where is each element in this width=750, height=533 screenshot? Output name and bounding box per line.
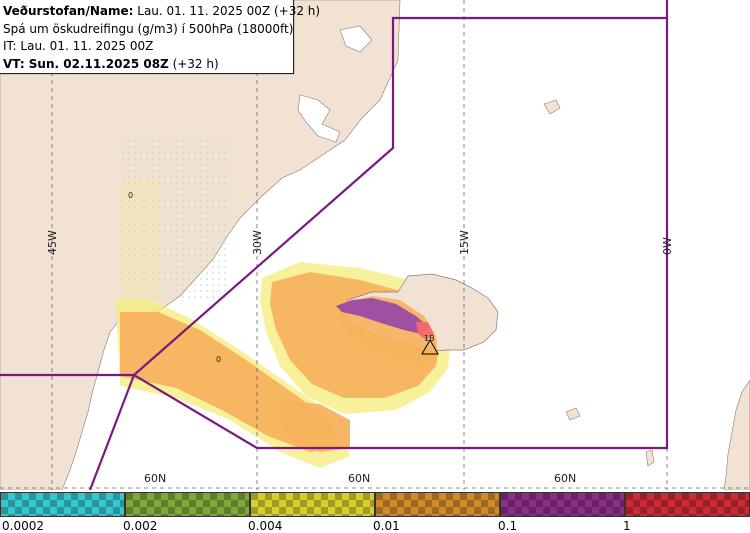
legend-swatch-4 — [375, 492, 500, 517]
legend-swatch-1 — [0, 492, 125, 517]
ash-dots-area — [120, 140, 230, 300]
greenland-fjord — [297, 94, 341, 143]
volcano-triangle-icon[interactable] — [421, 338, 439, 355]
legend-tick-label: 0.01 — [373, 519, 400, 533]
lon-label-15w: 15W — [458, 230, 471, 255]
lat-label-60n-3: 60N — [554, 472, 576, 485]
legend-swatch-2 — [125, 492, 250, 517]
legend-tick-label: 1 — [623, 519, 631, 533]
legend-swatch-6 — [625, 492, 750, 517]
valid-time-label: VT: Sun. 02.11.2025 08Z — [3, 56, 169, 71]
info-line-product: Spá um öskudreifingu (g/m3) í 500hPa (18… — [3, 21, 294, 36]
plume-label-source: 1B — [424, 334, 435, 343]
lon-label-45w: 45W — [46, 230, 59, 255]
legend-tick-label: 0.004 — [248, 519, 283, 533]
scandinavia-coast — [723, 379, 750, 490]
faroe-islands — [565, 407, 581, 421]
small-island — [543, 99, 561, 115]
legend-tick-label: 0.0002 — [2, 519, 44, 533]
lon-label-0w: 0W — [661, 237, 674, 255]
plume-purple — [336, 298, 428, 334]
lat-label-60n-1: 60N — [144, 472, 166, 485]
info-line-producer: Veðurstofan/Name: Lau. 01. 11. 2025 00Z … — [3, 3, 320, 21]
plume-red-source — [416, 322, 434, 340]
legend-tick-label: 0.1 — [498, 519, 518, 533]
info-line-issue-time: IT: Lau. 01. 11. 2025 00Z — [3, 39, 154, 53]
valid-time-offset: (+32 h) — [168, 56, 219, 71]
plume-label-0-north: 0 — [128, 191, 133, 200]
forecast-info-panel: Veðurstofan/Name: Lau. 01. 11. 2025 00Z … — [0, 0, 320, 74]
plume-label-0-south: 0 — [216, 355, 221, 364]
producer-label: Veðurstofan/Name: — [3, 4, 134, 18]
greenland-fjord-2 — [339, 25, 373, 53]
ash-dots-area-2 — [120, 180, 160, 300]
concentration-legend: 0.0002 0.002 0.004 0.01 0.1 1 — [0, 490, 750, 533]
legend-swatch-5 — [500, 492, 625, 517]
shetland-islands — [645, 449, 655, 467]
producer-value: Lau. 01. 11. 2025 00Z (+32 h) — [133, 4, 321, 18]
legend-swatch-3 — [250, 492, 375, 517]
lon-label-30w: 30W — [251, 230, 264, 255]
legend-tick-label: 0.002 — [123, 519, 158, 533]
map-canvas[interactable]: 45W 30W 15W 0W 60N 60N 60N 0 0 1B — [0, 0, 750, 490]
info-line-valid-time: VT: Sun. 02.11.2025 08Z (+32 h) — [3, 56, 293, 74]
plume-orange-lobe — [278, 400, 350, 452]
lat-label-60n-2: 60N — [348, 472, 370, 485]
